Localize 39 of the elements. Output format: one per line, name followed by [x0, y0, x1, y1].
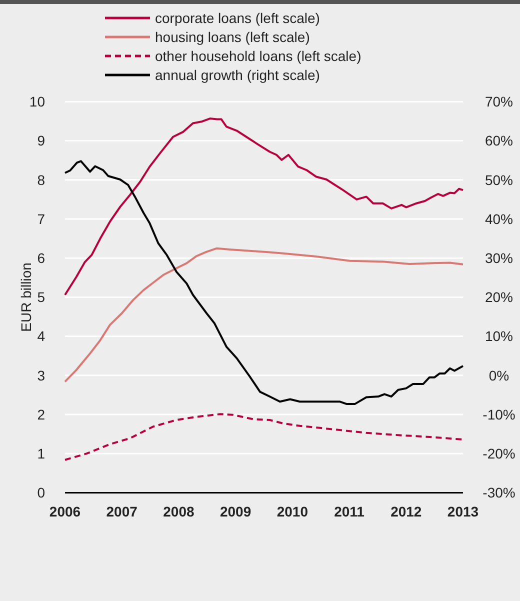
x-tick-label: 2009: [220, 504, 252, 520]
y-tick-label: 0: [37, 484, 46, 501]
y-tick-label: 2: [37, 406, 46, 422]
line-series: [64, 247, 464, 383]
legend-label: corporate loans (left scale): [155, 10, 320, 26]
x-tick-label: 2008: [163, 504, 194, 520]
legend-label: annual growth (right scale): [155, 66, 320, 83]
y-tick-label: 5: [37, 289, 46, 306]
line-series: [64, 118, 464, 296]
y2-tick-label: 0%: [488, 367, 510, 384]
y2-tick-label: 40%: [484, 210, 514, 227]
y2-tick-label: 50%: [484, 172, 514, 188]
y2-tick-label: 30%: [484, 250, 514, 266]
y2-tick-label: 60%: [484, 132, 514, 149]
y-tick-label: 4: [37, 328, 46, 344]
y2-tick-label: -30%: [482, 484, 516, 501]
x-tick-label: 2007: [106, 504, 138, 520]
y2-tick-label: -10%: [482, 406, 516, 422]
line-series: [64, 160, 464, 405]
y-tick-label: 7: [37, 210, 46, 227]
y-tick-label: 8: [37, 172, 46, 188]
y-tick-label: 1: [37, 446, 46, 462]
x-tick-label: 2006: [49, 504, 81, 520]
x-tick-label: 2012: [390, 504, 422, 520]
y2-tick-label: 20%: [484, 289, 514, 306]
y-tick-label: 3: [37, 367, 46, 384]
y2-tick-label: 70%: [484, 94, 514, 110]
legend-label: housing loans (left scale): [155, 28, 310, 45]
y-tick-label: 10: [29, 94, 46, 110]
y2-tick-label: 10%: [484, 328, 514, 344]
x-tick-label: 2013: [447, 504, 479, 520]
legend-label: other household loans (left scale): [155, 48, 362, 64]
x-tick-label: 2011: [334, 504, 365, 520]
y-axis-title: EUR billion: [18, 262, 34, 332]
y-tick-label: 6: [37, 250, 46, 266]
line-series: [64, 413, 464, 461]
y-tick-label: 9: [37, 132, 46, 149]
x-tick-label: 2010: [276, 504, 308, 520]
y2-tick-label: -20%: [482, 446, 516, 462]
